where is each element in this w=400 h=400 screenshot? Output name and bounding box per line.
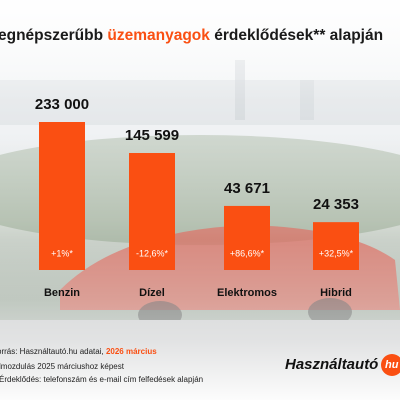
title: egnépszerűbb üzemanyagok érdeklődések** … <box>0 27 383 44</box>
bar <box>129 153 175 270</box>
value-label: 145 599 <box>125 127 179 144</box>
change-label: +1%* <box>51 248 73 258</box>
title-part: egnépszerűbb <box>0 27 107 44</box>
change-label: -12,6%* <box>136 248 169 258</box>
logo-text: Használtautó <box>285 356 378 373</box>
category-label: Elektromos <box>217 287 277 299</box>
value-label: 233 000 <box>35 96 89 113</box>
category-label: Hibrid <box>320 287 352 299</box>
category-label: Benzin <box>44 287 80 299</box>
logo-circle <box>381 354 400 376</box>
category-label: Dízel <box>139 287 165 299</box>
bar <box>224 205 270 270</box>
value-label: 43 671 <box>224 180 270 197</box>
bar <box>313 222 359 270</box>
logo-suffix: hu <box>385 359 399 371</box>
bar <box>39 122 85 270</box>
note: Érdeklődés: telefonszám és e-mail cím fe… <box>0 375 203 384</box>
title-part: érdeklődések** alapján <box>210 27 383 44</box>
bar-group: 233 000 +1%* Benzin 145 599 -12,6%* Dízel 43 6… <box>35 96 359 299</box>
change-label: +86,6%* <box>230 248 265 258</box>
note: lmozdulás 2025 márciushoz képest <box>0 362 125 371</box>
title-highlight: üzemanyagok <box>107 27 210 44</box>
change-label: +32,5%* <box>319 248 354 258</box>
logo: Használtautó hu <box>285 354 400 376</box>
source-text: orrás: Használtautó.hu adatai, <box>0 347 106 356</box>
source: orrás: Használtautó.hu adatai, 2026 márc… <box>0 347 157 356</box>
value-label: 24 353 <box>313 196 359 213</box>
source-date: 2026 március <box>106 347 157 356</box>
